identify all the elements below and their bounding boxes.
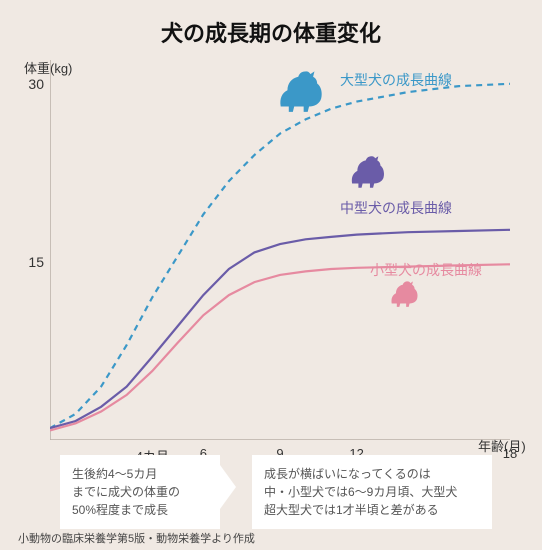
y-tick: 30 [28,76,44,92]
y-tick: 15 [28,254,44,270]
note-box-0: 生後約4〜5カ月までに成犬の体重の50%程度まで成長 [60,455,220,529]
medium-label: 中型犬の成長曲線 [340,198,452,218]
note-box-1: 成長が横ばいになってくるのは中・小型犬では6〜9カ月頃、大型犬超大型犬では1才半… [252,455,492,529]
small-dog-icon [391,281,417,307]
large-label: 大型犬の成長曲線 [340,70,452,90]
small-curve [50,264,510,430]
large-dog-icon [280,71,321,112]
medium-dog-icon [352,156,384,188]
chart-svg [50,60,510,440]
source-text: 小動物の臨床栄養学第5版・動物栄養学より作成 [18,530,255,546]
chart-title: 犬の成長期の体重変化 [0,0,542,48]
x-axis-label: 年齢(月) [478,436,526,455]
chart-area: 15304カ月691218大型犬の成長曲線中型犬の成長曲線小型犬の成長曲線 [50,60,510,440]
small-label: 小型犬の成長曲線 [370,260,482,280]
large-curve [50,84,510,428]
note-arrow-0 [220,465,236,509]
